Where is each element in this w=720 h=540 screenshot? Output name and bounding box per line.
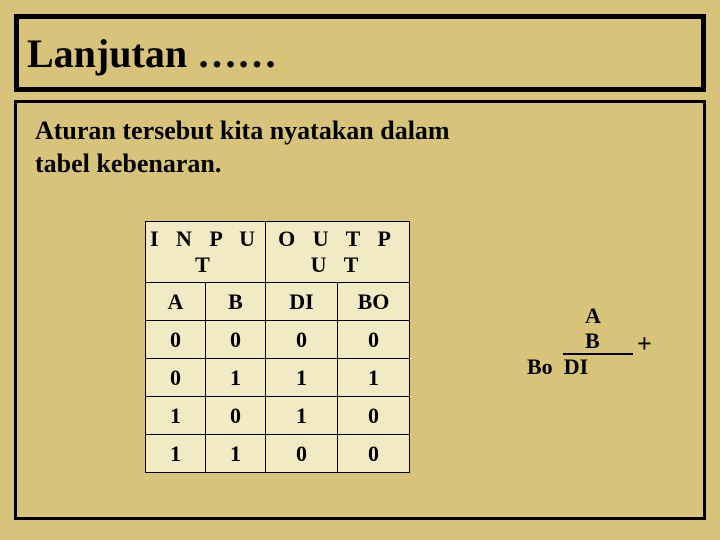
cell: 0 <box>338 321 410 359</box>
table-row: 1 0 1 0 <box>146 397 410 435</box>
cell: 0 <box>338 397 410 435</box>
notation-di: DI <box>564 354 588 379</box>
subtraction-notation: A B Bo DI + <box>527 303 601 379</box>
notation-b: B <box>527 328 601 353</box>
cell: 1 <box>206 359 266 397</box>
cell: 0 <box>146 359 206 397</box>
table-row: 1 1 0 0 <box>146 435 410 473</box>
cell: 1 <box>266 359 338 397</box>
col-header-b: B <box>206 283 266 321</box>
truth-table-wrap: I N P U T O U T P U T A B DI BO 0 0 0 0 … <box>145 221 410 473</box>
title-box: Lanjutan …… <box>14 14 706 92</box>
cell: 0 <box>266 321 338 359</box>
page-title: Lanjutan …… <box>27 30 277 77</box>
col-header-di: DI <box>266 283 338 321</box>
group-header-input: I N P U T <box>146 222 266 283</box>
cell: 0 <box>266 435 338 473</box>
cell: 1 <box>146 397 206 435</box>
col-header-bo: BO <box>338 283 410 321</box>
description-line-2: tabel kebenaran. <box>35 148 685 181</box>
truth-table: I N P U T O U T P U T A B DI BO 0 0 0 0 … <box>145 221 410 473</box>
cell: 1 <box>266 397 338 435</box>
content-box: Aturan tersebut kita nyatakan dalam tabe… <box>14 100 706 520</box>
description-line-1: Aturan tersebut kita nyatakan dalam <box>35 115 685 148</box>
table-column-header-row: A B DI BO <box>146 283 410 321</box>
table-row: 0 0 0 0 <box>146 321 410 359</box>
cell: 0 <box>338 435 410 473</box>
table-group-header-row: I N P U T O U T P U T <box>146 222 410 283</box>
cell: 0 <box>206 321 266 359</box>
cell: 1 <box>146 435 206 473</box>
cell: 0 <box>206 397 266 435</box>
group-header-output: O U T P U T <box>266 222 410 283</box>
cell: 1 <box>206 435 266 473</box>
notation-plus: + <box>637 329 652 359</box>
table-row: 0 1 1 1 <box>146 359 410 397</box>
notation-underline <box>563 353 633 355</box>
notation-result: Bo DI <box>527 354 588 379</box>
notation-bo: Bo <box>527 354 553 379</box>
notation-a: A <box>527 303 601 328</box>
cell: 1 <box>338 359 410 397</box>
cell: 0 <box>146 321 206 359</box>
col-header-a: A <box>146 283 206 321</box>
